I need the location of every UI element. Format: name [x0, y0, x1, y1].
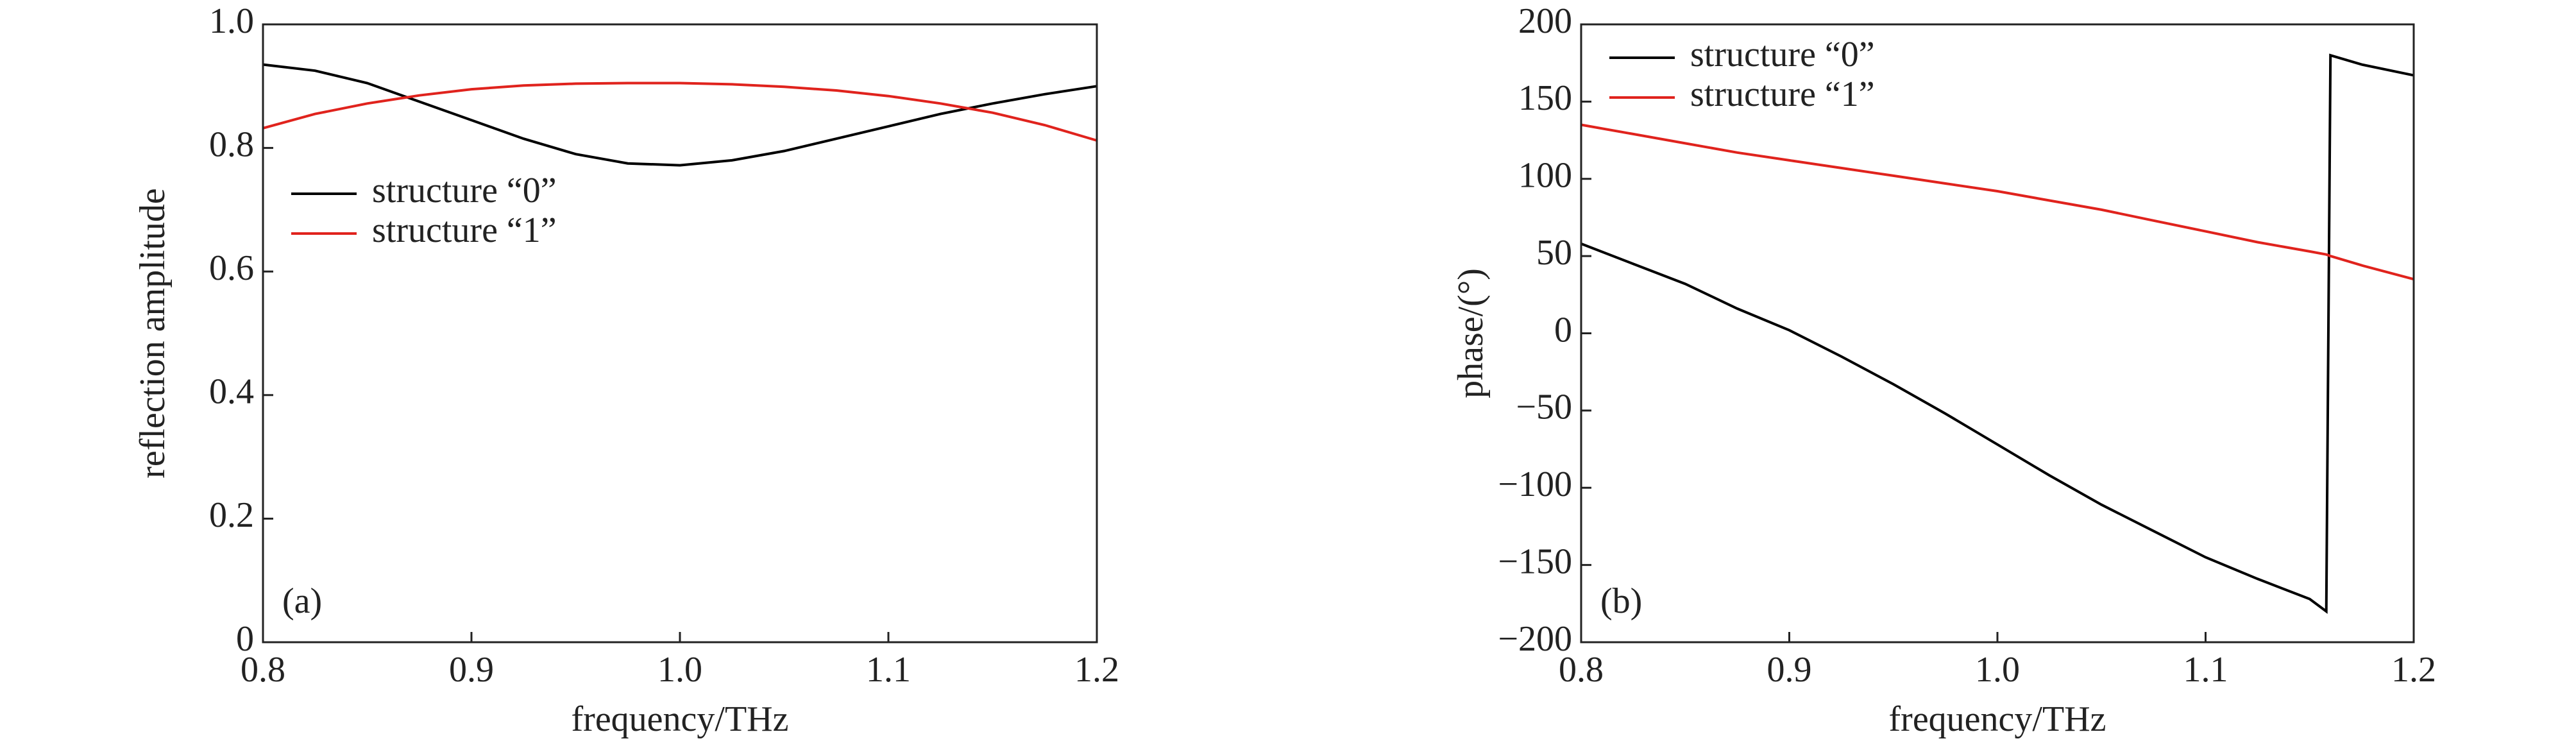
- plot-frame: [1580, 23, 2415, 643]
- panel-label: (b): [1600, 581, 1642, 621]
- y-tick-label: 0: [1554, 310, 1572, 350]
- data-line: [1580, 53, 2414, 614]
- y-tick-label: 0.2: [209, 495, 254, 535]
- x-tick-label: 1.2: [1074, 650, 1119, 690]
- y-axis-label: phase/(°): [1451, 268, 1491, 398]
- y-tick-label: 0: [236, 619, 254, 659]
- x-tick-label: 1.0: [657, 650, 702, 690]
- y-tick-label: −150: [1498, 541, 1572, 581]
- data-line: [262, 81, 1097, 142]
- y-axis-label: reflection amplitude: [133, 188, 173, 478]
- y-tick-label: 0.8: [209, 124, 254, 164]
- x-tick-label: 0.8: [241, 650, 285, 690]
- y-tick-label: 1.0: [209, 1, 254, 41]
- x-axis-label: frequency/THz: [1889, 699, 2106, 739]
- x-tick-label: 0.9: [1767, 650, 1812, 690]
- x-tick-label: 1.1: [866, 650, 911, 690]
- y-tick-label: −50: [1516, 388, 1572, 427]
- x-tick-label: 1.1: [2183, 650, 2228, 690]
- x-tick-label: 0.8: [1559, 650, 1604, 690]
- x-axis-label: frequency/THz: [572, 699, 789, 739]
- data-line: [262, 63, 1097, 167]
- legend-label: structure “1”: [1690, 74, 1875, 114]
- y-tick-label: 0.4: [209, 372, 254, 412]
- y-tick-label: 150: [1518, 78, 1572, 118]
- y-tick-label: −100: [1498, 464, 1572, 504]
- legend-label: structure “0”: [372, 171, 557, 210]
- legend-label: structure “0”: [1690, 35, 1875, 74]
- x-tick-label: 0.9: [449, 650, 494, 690]
- y-tick-label: 200: [1518, 1, 1572, 41]
- x-tick-label: 1.0: [1975, 650, 2020, 690]
- y-tick-label: −200: [1498, 619, 1572, 659]
- legend-label: structure “1”: [372, 210, 557, 250]
- y-tick-label: 50: [1536, 233, 1572, 273]
- y-tick-label: 100: [1518, 156, 1572, 196]
- y-tick-label: 0.6: [209, 248, 254, 288]
- data-line: [1580, 123, 2414, 281]
- panel-label: (a): [282, 581, 322, 621]
- x-tick-label: 1.2: [2391, 650, 2436, 690]
- plot-frame: [262, 23, 1098, 643]
